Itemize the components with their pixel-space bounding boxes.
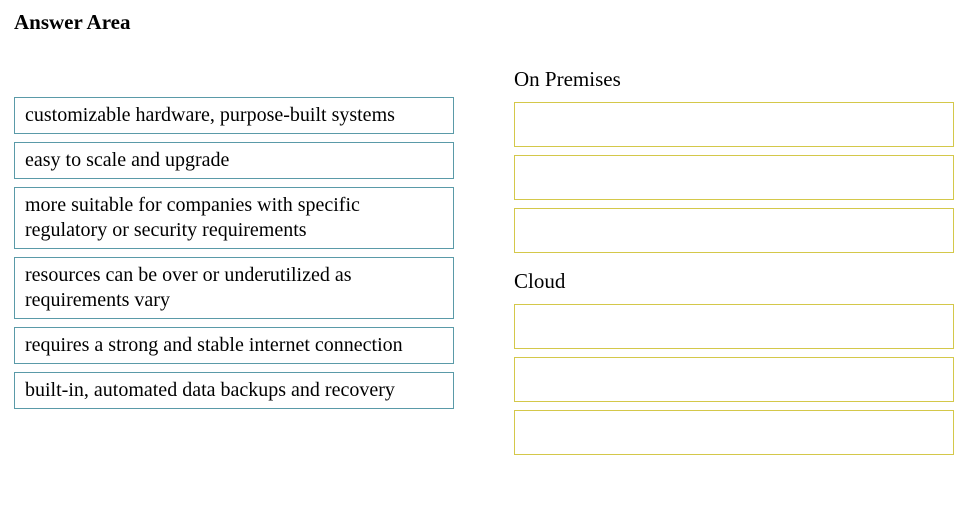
source-item-label: built-in, automated data backups and rec… — [25, 378, 395, 403]
source-item-label: easy to scale and upgrade — [25, 148, 229, 173]
source-item-label: requires a strong and stable internet co… — [25, 333, 403, 358]
source-item[interactable]: easy to scale and upgrade — [14, 142, 454, 179]
page-title: Answer Area — [14, 10, 960, 35]
category-label-on-premises: On Premises — [514, 67, 954, 92]
source-item[interactable]: resources can be over or underutilized a… — [14, 257, 454, 319]
source-item-label: more suitable for companies with specifi… — [25, 193, 443, 243]
drop-target-cloud[interactable] — [514, 304, 954, 349]
drop-target-on-premises[interactable] — [514, 155, 954, 200]
drop-target-on-premises[interactable] — [514, 208, 954, 253]
drop-target-cloud[interactable] — [514, 410, 954, 455]
target-group-on-premises — [514, 102, 954, 253]
category-label-cloud: Cloud — [514, 269, 954, 294]
source-item[interactable]: more suitable for companies with specifi… — [14, 187, 454, 249]
target-group-cloud — [514, 304, 954, 455]
source-item[interactable]: requires a strong and stable internet co… — [14, 327, 454, 364]
source-item-label: resources can be over or underutilized a… — [25, 263, 443, 313]
target-column: On Premises Cloud — [514, 67, 954, 455]
drop-target-on-premises[interactable] — [514, 102, 954, 147]
source-item-label: customizable hardware, purpose-built sys… — [25, 103, 395, 128]
drop-target-cloud[interactable] — [514, 357, 954, 402]
columns-wrapper: customizable hardware, purpose-built sys… — [14, 67, 960, 455]
source-item[interactable]: customizable hardware, purpose-built sys… — [14, 97, 454, 134]
source-item[interactable]: built-in, automated data backups and rec… — [14, 372, 454, 409]
source-column: customizable hardware, purpose-built sys… — [14, 67, 454, 455]
